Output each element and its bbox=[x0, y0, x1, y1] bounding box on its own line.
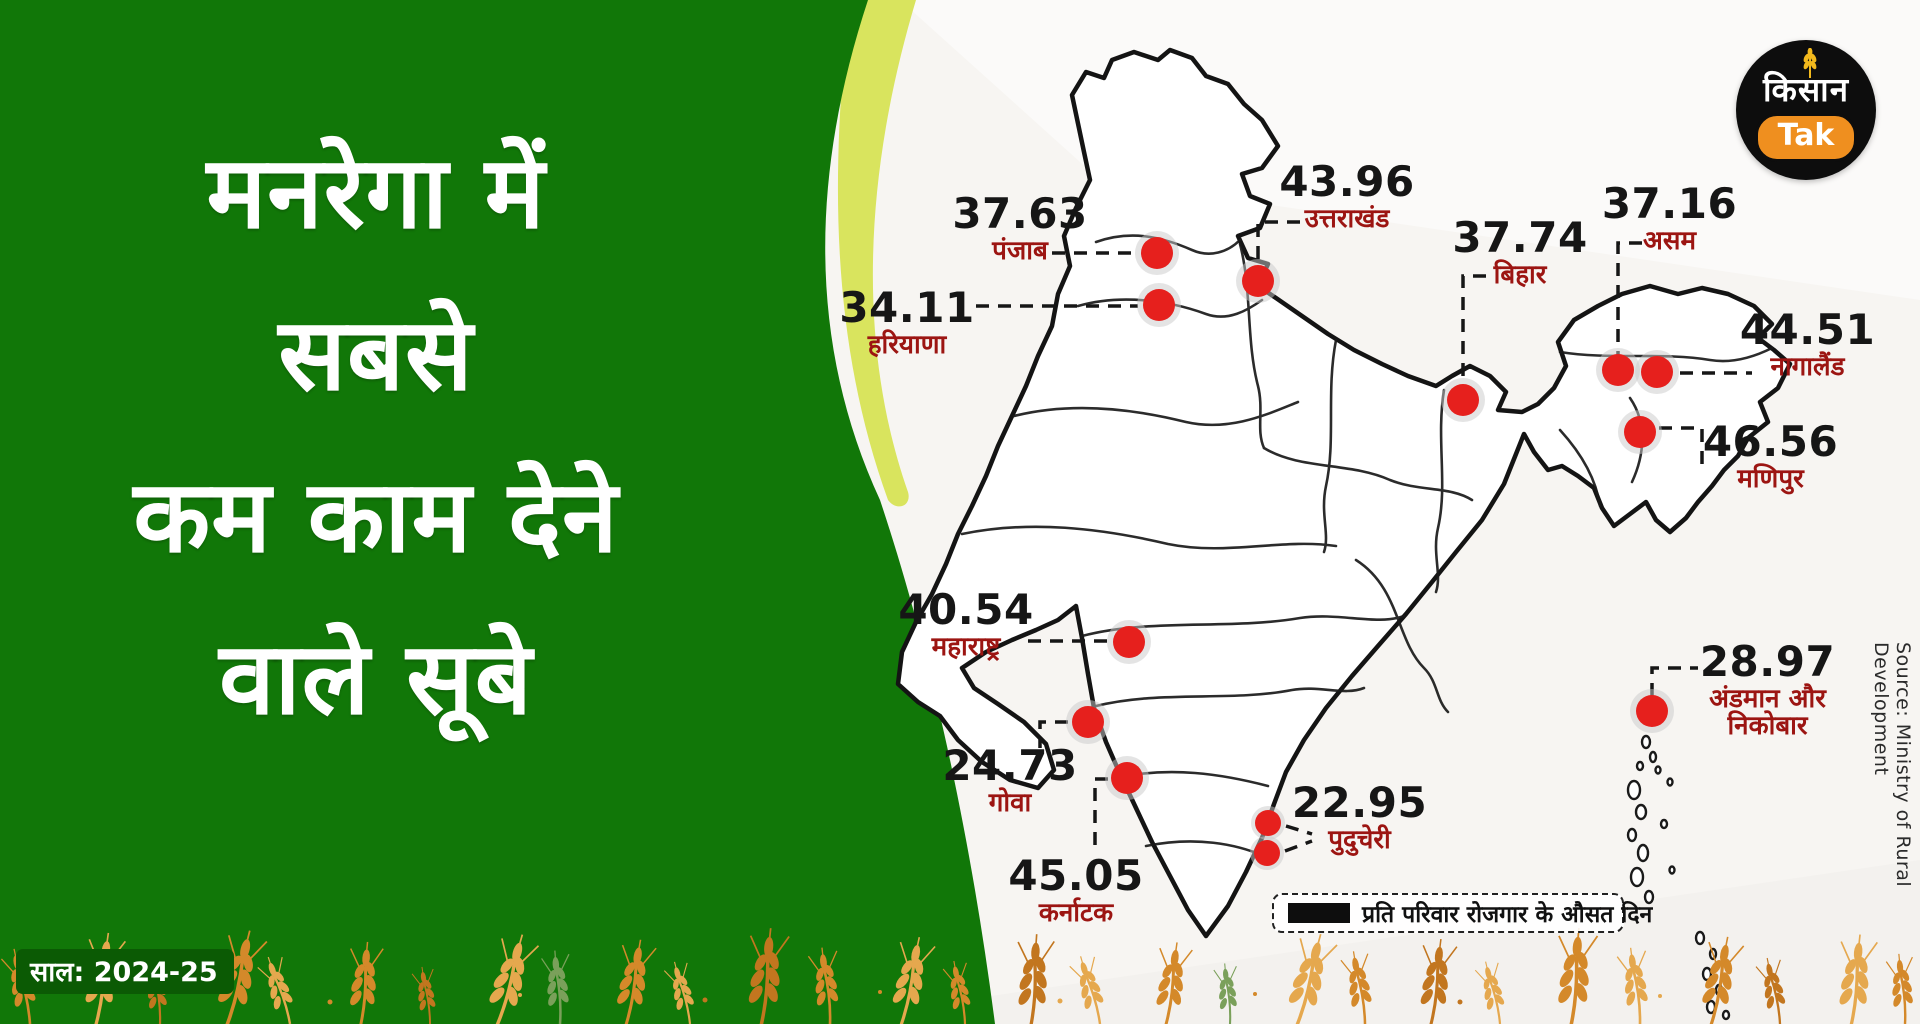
state-value: 37.74 bbox=[1452, 213, 1588, 262]
andaman-islands bbox=[1626, 734, 1731, 1021]
location-dots bbox=[1066, 231, 1679, 870]
state-value: 28.97 bbox=[1699, 637, 1836, 686]
leader-puducherry bbox=[1284, 824, 1313, 853]
state-value: 43.96 bbox=[1279, 157, 1415, 206]
state-label-uttarakhand: 43.96 उत्तराखंड bbox=[1247, 157, 1447, 235]
state-value: 24.73 bbox=[942, 741, 1078, 790]
india-outline bbox=[895, 47, 1793, 939]
state-name: पंजाब bbox=[992, 236, 1048, 267]
headline-line-1: मनरेगा में bbox=[206, 134, 546, 251]
dot-haryana bbox=[1137, 283, 1181, 327]
state-name: पुदुचेरी bbox=[1328, 825, 1391, 856]
wheat-icon bbox=[1803, 48, 1817, 78]
leader-karnataka bbox=[1093, 777, 1108, 850]
dot-manipur bbox=[1618, 410, 1662, 454]
state-value: 22.95 bbox=[1291, 778, 1428, 827]
state-name: महाराष्ट्र bbox=[931, 632, 1001, 663]
legend: प्रति परिवार रोजगार के औसत दिन bbox=[1272, 893, 1652, 933]
state-value: 46.56 bbox=[1702, 417, 1839, 466]
state-label-puducherry: 22.95 पुदुचेरी bbox=[1277, 778, 1442, 856]
state-label-punjab: 37.63 पंजाब bbox=[920, 189, 1120, 267]
lime-edge-stripe bbox=[837, 0, 916, 507]
green-panel bbox=[0, 0, 995, 1024]
state-name: कर्नाटक bbox=[1038, 898, 1114, 929]
legend-swatch bbox=[1288, 903, 1350, 923]
state-label-andaman: 28.97 अंडमान और निकोबार bbox=[1660, 637, 1875, 742]
state-label-nagaland: 44.51 नागालैंड bbox=[1705, 305, 1910, 383]
state-name: असम bbox=[1643, 226, 1696, 257]
dot-bihar bbox=[1441, 378, 1485, 422]
dot-puducherry-1 bbox=[1251, 806, 1285, 840]
logo-brand-tak: Tak bbox=[1754, 113, 1858, 162]
leader-bihar bbox=[1461, 274, 1486, 386]
leader-assam bbox=[1616, 241, 1642, 356]
headline-line-3: कम काम देने bbox=[133, 458, 619, 575]
state-label-manipur: 46.56 मणिपुर bbox=[1668, 417, 1873, 495]
state-label-haryana: 34.11 हरियाणा bbox=[807, 283, 1007, 361]
state-label-karnataka: 45.05 कर्नाटक bbox=[976, 851, 1176, 929]
state-name: मणिपुर bbox=[1737, 464, 1804, 495]
state-value: 45.05 bbox=[1008, 851, 1144, 900]
state-label-bihar: 37.74 बिहार bbox=[1425, 213, 1615, 291]
headline-line-4: वाले सूबे bbox=[219, 620, 533, 737]
state-name: अंडमान और निकोबार bbox=[1709, 684, 1826, 742]
dot-goa bbox=[1066, 700, 1110, 744]
dot-maharashtra bbox=[1107, 620, 1151, 664]
leader-manipur bbox=[1659, 426, 1704, 464]
state-label-goa: 24.73 गोवा bbox=[910, 741, 1110, 819]
state-value: 40.54 bbox=[898, 585, 1034, 634]
state-name: बिहार bbox=[1493, 260, 1547, 291]
state-name: हरियाणा bbox=[867, 330, 947, 361]
leader-uttarakhand bbox=[1256, 220, 1300, 272]
year-badge: साल: 2024-25 bbox=[16, 949, 234, 994]
dot-uttarakhand bbox=[1236, 259, 1280, 303]
leader-andaman bbox=[1650, 666, 1698, 696]
state-name: उत्तराखंड bbox=[1304, 204, 1390, 235]
leader-lines bbox=[976, 220, 1752, 853]
dot-karnataka bbox=[1105, 756, 1149, 800]
state-label-maharashtra: 40.54 महाराष्ट्र bbox=[866, 585, 1066, 663]
dot-andaman bbox=[1630, 689, 1674, 733]
state-value: 44.51 bbox=[1739, 305, 1876, 354]
legend-label: प्रति परिवार रोजगार के औसत दिन bbox=[1362, 902, 1653, 928]
state-name: नागालैंड bbox=[1770, 352, 1845, 383]
india-map bbox=[895, 47, 1793, 1021]
wheat-border bbox=[0, 924, 1920, 1024]
headline-line-2: सबसे bbox=[278, 296, 474, 413]
state-value: 34.11 bbox=[839, 283, 975, 332]
dot-nagaland bbox=[1635, 350, 1679, 394]
dot-assam bbox=[1596, 348, 1640, 392]
dot-punjab bbox=[1135, 231, 1179, 275]
kisan-tak-logo[interactable]: किसान Tak bbox=[1736, 40, 1876, 180]
state-borders bbox=[960, 234, 1774, 858]
headline: मनरेगा में सबसे कम काम देने वाले सूबे bbox=[8, 112, 744, 760]
logo-brand-hindi: किसान bbox=[1762, 70, 1850, 109]
state-label-assam: 37.16 असम bbox=[1577, 179, 1762, 257]
state-value: 37.63 bbox=[952, 189, 1088, 238]
source-note: Source: Ministry of Rural Development bbox=[1870, 642, 1914, 888]
dot-puducherry-2 bbox=[1250, 836, 1284, 870]
state-value: 37.16 bbox=[1601, 179, 1738, 228]
leader-goa bbox=[1038, 720, 1068, 748]
state-name: गोवा bbox=[988, 788, 1032, 819]
